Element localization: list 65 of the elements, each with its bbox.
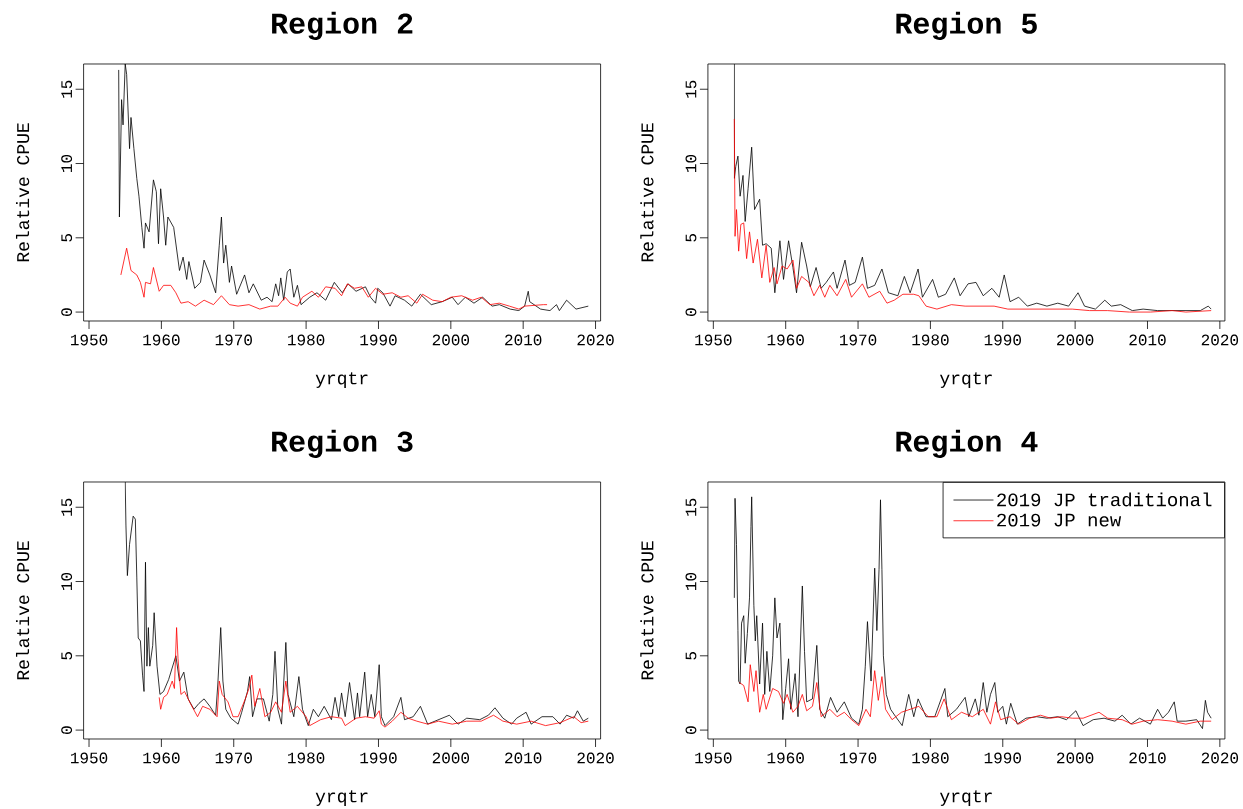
x-tick-label: 2010 — [1129, 334, 1166, 346]
x-tick-label: 1950 — [70, 334, 108, 346]
x-tick-label: 1990 — [984, 752, 1021, 764]
x-tick-label: 1980 — [288, 334, 325, 346]
y-tick-label: 5 — [685, 233, 697, 242]
x-tick-label: 2020 — [577, 334, 614, 346]
line-series — [120, 247, 548, 310]
y-axis-title: Relative CPUE — [640, 541, 654, 680]
y-tick-label: 5 — [61, 233, 73, 242]
x-tick-label: 2010 — [1129, 752, 1166, 764]
x-tick-label: 1960 — [143, 752, 180, 764]
x-axis-title: yrqtr — [315, 790, 368, 806]
x-tick-label: 1980 — [912, 334, 949, 346]
x-tick-label: 2000 — [432, 752, 470, 764]
legend-label: 2019 JP traditional — [997, 492, 1212, 507]
x-tick-label: 2020 — [577, 752, 614, 764]
x-tick-label: 1980 — [912, 752, 949, 764]
x-tick-label: 2000 — [1057, 752, 1094, 764]
y-tick-label: 15 — [685, 498, 697, 516]
x-tick-label: 1990 — [360, 334, 397, 346]
x-axis-title: yrqtr — [315, 372, 368, 388]
y-tick-label: 10 — [61, 154, 73, 172]
line-series — [738, 664, 1212, 726]
y-tick-label: 15 — [61, 498, 73, 516]
x-tick-label: 1970 — [215, 334, 252, 346]
x-tick-label: 1970 — [840, 334, 877, 346]
x-tick-label: 1960 — [767, 752, 804, 764]
x-axis-title: yrqtr — [939, 372, 992, 388]
x-tick-label: 2020 — [1201, 334, 1239, 346]
y-tick-label: 0 — [61, 726, 73, 734]
chart-title: Region 5 — [896, 11, 1037, 40]
legend-label: 2019 JP new — [997, 513, 1122, 527]
chart-title: Region 2 — [272, 11, 413, 40]
x-axis-title: yrqtr — [939, 790, 992, 806]
chart-title: Region 4 — [896, 429, 1038, 458]
x-tick-label: 2020 — [1201, 752, 1239, 764]
y-tick-label: 0 — [685, 726, 697, 734]
y-tick-label: 0 — [61, 308, 73, 316]
x-tick-label: 1950 — [70, 752, 108, 764]
y-axis-title: Relative CPUE — [15, 541, 30, 680]
x-tick-label: 2000 — [432, 334, 470, 346]
y-tick-label: 10 — [685, 154, 697, 172]
line-series — [158, 627, 589, 728]
y-tick-label: 5 — [685, 651, 697, 660]
x-tick-label: 2010 — [505, 752, 542, 764]
y-tick-label: 0 — [685, 308, 697, 316]
y-tick-label: 5 — [61, 651, 73, 660]
x-tick-label: 2010 — [505, 334, 542, 346]
x-tick-label: 1960 — [767, 334, 804, 346]
y-tick-label: 10 — [685, 572, 697, 590]
chart-title: Region 3 — [272, 429, 413, 458]
y-axis-title: Relative CPUE — [640, 123, 654, 262]
x-tick-label: 1970 — [215, 752, 252, 764]
x-tick-label: 2000 — [1057, 334, 1094, 346]
y-tick-label: 15 — [61, 80, 73, 98]
x-tick-label: 1990 — [984, 334, 1021, 346]
x-tick-label: 1970 — [840, 752, 877, 764]
x-tick-label: 1950 — [695, 334, 732, 346]
y-axis-title: Relative CPUE — [15, 123, 30, 262]
y-tick-label: 15 — [685, 80, 697, 98]
x-tick-label: 1950 — [695, 752, 732, 764]
x-tick-label: 1960 — [143, 334, 180, 346]
y-tick-label: 10 — [61, 572, 73, 590]
x-tick-label: 1990 — [360, 752, 397, 764]
x-tick-label: 1980 — [288, 752, 325, 764]
